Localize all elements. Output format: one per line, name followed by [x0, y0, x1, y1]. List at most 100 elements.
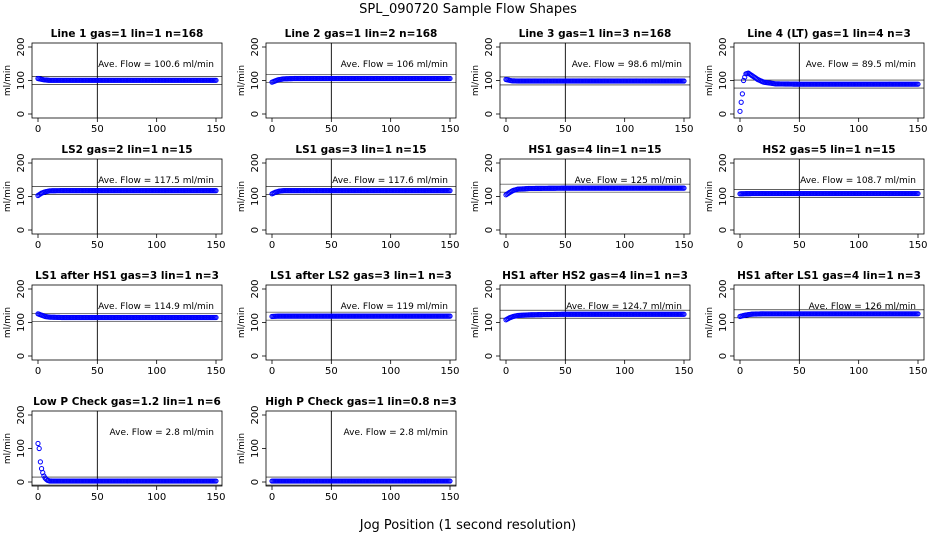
y-axis-label: ml/min [237, 307, 247, 338]
y-tick-label: 200 [250, 405, 261, 424]
x-tick-label: 0 [269, 492, 275, 503]
subplot-title: Line 2 gas=1 lin=2 n=168 [285, 28, 438, 40]
y-axis-label: ml/min [237, 433, 247, 464]
y-tick-label: 100 [250, 71, 261, 90]
average-flow-label: Ave. Flow = 119 ml/min [341, 302, 448, 312]
subplot-9: LS1 after HS1 gas=3 lin=1 n=3 0 50 100 150 0 1… [3, 270, 226, 377]
x-tick-label: 50 [325, 124, 338, 135]
data-point [681, 185, 687, 191]
y-tick-label: 0 [718, 111, 729, 117]
x-tick-label: 150 [440, 366, 459, 377]
subplot-8: HS2 gas=5 lin=1 n=15 0 50 100 150 0 100 200ml/m… [705, 144, 928, 251]
subplot-title: Low P Check gas=1.2 lin=1 n=6 [33, 396, 221, 408]
y-tick-label: 100 [484, 71, 495, 90]
y-tick-label: 200 [16, 153, 27, 172]
x-tick-label: 150 [908, 124, 927, 135]
y-axis-label: ml/min [471, 181, 481, 212]
x-tick-label: 0 [35, 492, 41, 503]
average-flow-label: Ave. Flow = 114.9 ml/min [98, 302, 214, 312]
y-tick-label: 100 [16, 313, 27, 332]
x-tick-label: 100 [381, 240, 400, 251]
x-tick-label: 0 [269, 124, 275, 135]
x-tick-label: 0 [503, 240, 509, 251]
y-tick-label: 200 [484, 153, 495, 172]
data-point [447, 313, 453, 319]
x-tick-label: 100 [615, 366, 634, 377]
subplot-title: Line 1 gas=1 lin=1 n=168 [51, 28, 204, 40]
y-tick-label: 100 [484, 187, 495, 206]
x-tick-label: 50 [559, 124, 572, 135]
subplot-13: Low P Check gas=1.2 lin=1 n=6 0 50 100 150 0 1… [3, 396, 226, 503]
data-point [213, 478, 219, 484]
data-point [35, 440, 41, 447]
x-tick-label: 0 [35, 240, 41, 251]
x-tick-label: 150 [908, 366, 927, 377]
x-tick-label: 100 [147, 366, 166, 377]
average-flow-label: Ave. Flow = 98.6 ml/min [572, 60, 682, 70]
x-tick-label: 50 [559, 240, 572, 251]
y-tick-label: 0 [250, 479, 261, 485]
y-tick-label: 200 [16, 279, 27, 298]
y-axis-label: ml/min [237, 65, 247, 96]
x-tick-label: 50 [325, 492, 338, 503]
x-tick-label: 150 [674, 124, 693, 135]
data-point [213, 188, 219, 194]
y-tick-label: 200 [718, 37, 729, 56]
y-tick-label: 0 [250, 227, 261, 233]
data-point [737, 108, 743, 114]
subplot-title: LS1 gas=3 lin=1 n=15 [295, 144, 426, 156]
data-point [213, 77, 219, 83]
subplot-title: HS2 gas=5 lin=1 n=15 [762, 144, 895, 156]
x-tick-label: 0 [269, 240, 275, 251]
y-axis-label: ml/min [3, 433, 13, 464]
y-tick-label: 0 [16, 479, 27, 485]
x-tick-label: 0 [737, 366, 743, 377]
subplot-12: HS1 after LS1 gas=4 lin=1 n=3 0 50 100 150 0 1… [705, 270, 928, 377]
plot-frame [499, 158, 691, 235]
x-tick-label: 100 [147, 240, 166, 251]
x-tick-label: 0 [737, 240, 743, 251]
subplot-title: Line 4 (LT) gas=1 lin=4 n=3 [747, 28, 911, 40]
x-tick-label: 100 [147, 124, 166, 135]
y-tick-label: 200 [250, 37, 261, 56]
x-tick-label: 0 [503, 124, 509, 135]
y-tick-label: 0 [484, 353, 495, 359]
x-tick-label: 100 [849, 240, 868, 251]
plot-frame [31, 410, 223, 487]
average-flow-label: Ave. Flow = 106 ml/min [341, 60, 448, 70]
y-tick-label: 200 [250, 279, 261, 298]
x-tick-label: 50 [559, 366, 572, 377]
x-tick-label: 50 [793, 124, 806, 135]
x-axis-title: Jog Position (1 second resolution) [359, 518, 577, 533]
data-point [681, 311, 687, 317]
average-flow-label: Ave. Flow = 108.7 ml/min [800, 176, 916, 186]
y-axis-label: ml/min [3, 307, 13, 338]
plot-frame [265, 158, 457, 235]
data-point [915, 190, 921, 197]
y-axis-label: ml/min [471, 65, 481, 96]
y-tick-label: 200 [718, 153, 729, 172]
figure-title: SPL_090720 Sample Flow Shapes [359, 2, 577, 17]
x-tick-label: 0 [35, 124, 41, 135]
subplot-title: High P Check gas=1 lin=0.8 n=3 [265, 396, 456, 408]
x-tick-label: 0 [35, 366, 41, 377]
data-point [681, 78, 687, 84]
x-tick-label: 50 [325, 240, 338, 251]
y-axis-label: ml/min [3, 181, 13, 212]
x-tick-label: 150 [674, 240, 693, 251]
subplot-7: HS1 gas=4 lin=1 n=15 0 50 100 150 0 100 200ml/m… [471, 144, 694, 251]
y-tick-label: 0 [16, 353, 27, 359]
x-tick-label: 100 [381, 492, 400, 503]
x-tick-label: 150 [440, 124, 459, 135]
plot-frame [31, 284, 223, 361]
subplot-10: LS1 after LS2 gas=3 lin=1 n=3 0 50 100 150 0 1… [237, 270, 460, 377]
y-tick-label: 0 [16, 111, 27, 117]
x-tick-label: 150 [440, 492, 459, 503]
x-tick-label: 100 [381, 366, 400, 377]
y-tick-label: 200 [718, 279, 729, 298]
x-tick-label: 50 [793, 366, 806, 377]
subplot-14: High P Check gas=1 lin=0.8 n=3 0 50 100 150 0… [237, 396, 460, 503]
y-tick-label: 100 [250, 439, 261, 458]
x-tick-label: 0 [737, 124, 743, 135]
x-tick-label: 50 [91, 492, 104, 503]
